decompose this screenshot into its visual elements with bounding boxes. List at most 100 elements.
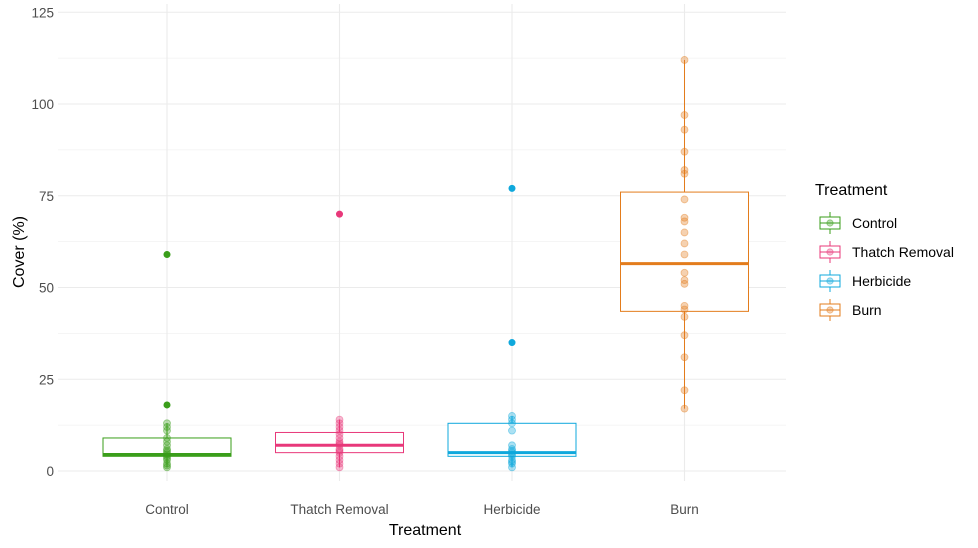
data-point	[680, 276, 689, 285]
outlier-point	[163, 250, 171, 258]
data-point	[680, 56, 689, 64]
data-point	[508, 463, 516, 472]
y-tick-label: 100	[31, 97, 54, 112]
y-tick-label: 0	[46, 464, 54, 479]
legend-label: Herbicide	[852, 273, 911, 289]
data-point	[335, 452, 344, 461]
data-point	[163, 446, 171, 455]
data-point	[680, 217, 689, 226]
data-point	[680, 301, 689, 310]
y-axis-title: Cover (%)	[11, 216, 28, 288]
data-point	[680, 353, 689, 362]
y-axis-ticks: 0 25 50 75 100 125	[31, 5, 54, 479]
data-point	[163, 456, 171, 464]
data-point	[163, 461, 171, 470]
legend-item-burn: Burn	[819, 299, 882, 321]
data-point	[163, 437, 171, 446]
data-point	[508, 415, 516, 424]
data-point	[680, 195, 689, 204]
data-point	[680, 279, 689, 288]
legend-key-point	[826, 277, 834, 285]
data-point	[508, 456, 516, 464]
legend-key-point	[826, 219, 834, 227]
data-point	[680, 169, 689, 178]
data-point	[335, 445, 344, 453]
data-point	[163, 434, 171, 442]
data-point	[335, 419, 344, 428]
box	[620, 191, 749, 312]
outlier-point	[508, 184, 516, 192]
box	[447, 422, 577, 457]
box	[102, 437, 232, 457]
data-point	[335, 459, 344, 468]
data-point	[680, 239, 689, 248]
data-point	[163, 426, 171, 435]
data-point	[680, 268, 689, 277]
legend-label: Burn	[852, 302, 882, 318]
grid	[58, 4, 786, 481]
data-point	[680, 404, 689, 413]
data-point	[508, 419, 516, 428]
data-point	[680, 166, 689, 174]
legend-key-point	[826, 306, 834, 314]
data-point	[335, 430, 344, 439]
data-point	[335, 463, 344, 472]
data-point	[335, 448, 344, 457]
data-point	[335, 441, 344, 450]
data-point	[508, 459, 516, 468]
data-point	[680, 228, 689, 237]
box-group-herbicide	[447, 184, 577, 472]
box-group-control	[102, 250, 232, 472]
data-point	[508, 450, 516, 459]
box	[275, 431, 404, 454]
data-point	[508, 457, 516, 466]
data-point	[680, 331, 689, 340]
legend-label: Thatch Removal	[852, 244, 954, 260]
data-point	[680, 250, 689, 259]
data-point	[335, 426, 344, 435]
data-point	[680, 305, 689, 314]
legend-label: Control	[852, 215, 897, 231]
y-tick-label: 125	[31, 5, 54, 20]
data-point	[163, 459, 171, 468]
data-point	[508, 445, 516, 453]
data-point	[163, 448, 171, 457]
legend-item-control: Control	[819, 212, 897, 234]
data-point	[163, 423, 171, 431]
data-point	[508, 452, 516, 461]
legend-key-point	[826, 248, 834, 256]
x-axis-ticks: Control Thatch Removal Herbicide Burn	[145, 502, 699, 517]
data-point	[335, 446, 344, 455]
data-point	[335, 434, 344, 442]
data-point	[680, 213, 689, 222]
data-point	[335, 415, 344, 424]
data-point	[163, 463, 171, 472]
data-point	[508, 426, 516, 435]
legend: Treatment Control Thatch Removal Herbicide…	[815, 182, 954, 321]
x-axis-title: Treatment	[389, 522, 462, 539]
data-point	[680, 111, 689, 119]
data-point	[335, 437, 344, 446]
data-point	[508, 412, 516, 420]
legend-item-thatch-removal: Thatch Removal	[819, 241, 954, 263]
box-group-burn	[620, 56, 749, 413]
x-tick-label: Burn	[670, 502, 699, 517]
data-point	[508, 448, 516, 457]
legend-title: Treatment	[815, 182, 888, 199]
data-point	[163, 452, 171, 461]
plot-marks	[102, 56, 749, 472]
y-tick-label: 50	[39, 281, 54, 296]
data-point	[680, 386, 689, 395]
data-point	[508, 446, 516, 455]
outlier-point	[508, 339, 516, 347]
data-point	[680, 125, 689, 134]
data-point	[335, 456, 344, 464]
data-point	[163, 445, 171, 453]
data-point	[163, 454, 171, 463]
box-group-thatch-removal	[275, 210, 404, 472]
y-tick-label: 75	[39, 189, 54, 204]
legend-item-herbicide: Herbicide	[819, 270, 911, 292]
data-point	[163, 419, 171, 428]
outlier-point	[335, 210, 343, 218]
